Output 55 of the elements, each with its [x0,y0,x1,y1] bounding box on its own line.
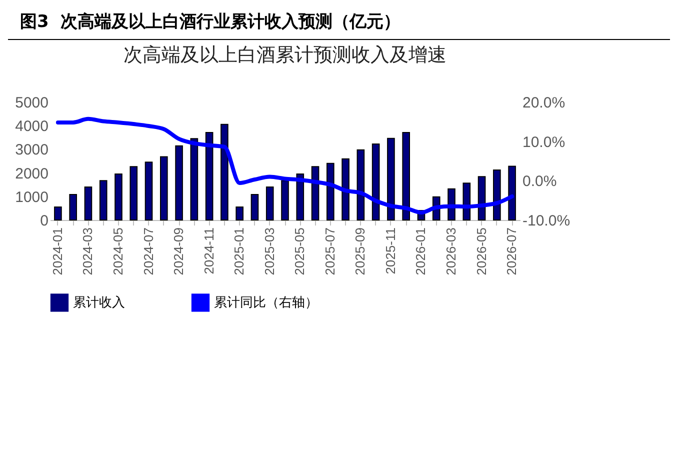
y-tick-label: 2000 [15,165,48,182]
x-tick-label: 2024-05 [110,228,126,276]
x-tick-label: 2026-03 [444,228,459,276]
x-tick-label: 2025-11 [382,228,398,274]
x-tick-label: 2026-05 [474,228,489,276]
bar [114,173,122,220]
x-tick-label: 2025-01 [232,228,247,276]
line-series [56,116,514,215]
bar [402,132,410,220]
y-tick-label: 0 [40,212,48,230]
bar [190,138,198,220]
bar [175,145,183,220]
bar [130,166,138,220]
y-tick-label: 5000 [15,94,48,112]
x-tick-label: 2025-05 [292,228,308,276]
y2-tick-label: -10.0% [522,212,570,230]
bar [236,206,244,220]
x-tick-label: 2025-07 [322,228,338,276]
bar [342,158,350,220]
bar [144,162,153,220]
bar [281,180,289,220]
bar [266,186,274,220]
x-tick-label: 2024-07 [140,228,156,276]
x-tick-label: 2024-09 [171,228,186,276]
y-tick-label: 3000 [15,142,48,159]
y-tick-label: 4000 [15,118,48,136]
bar [220,124,228,220]
bar [372,144,380,220]
chart-subtitle: 次高端及以上白酒累计预测收入及增速 [124,44,446,66]
x-tick-label: 2026-07 [504,228,520,276]
bar [205,132,214,220]
y2-tick-label: 10.0% [522,134,566,151]
legend-label: 累计同比（右轴） [214,296,318,311]
bar [99,180,108,220]
bar [54,206,62,220]
bar [250,194,259,220]
x-tick-label: 2026-01 [413,228,428,276]
x-tick-label: 2025-09 [352,228,368,276]
bar [84,186,92,220]
x-tick-label: 2024-11 [201,228,216,274]
y-tick-label: 1000 [15,188,48,206]
x-tick-label: 2024-01 [50,228,65,276]
x-tick-label: 2024-03 [80,228,96,276]
bar [493,169,501,220]
y2-tick-label: 0.0% [522,173,557,190]
bar [387,138,395,220]
bar [69,194,77,220]
x-tick-label: 2025-03 [262,228,277,276]
bar [326,162,334,220]
bar [160,156,168,220]
legend-label: 累计收入 [73,296,125,311]
chart-title: 图3 次高端及以上白酒行业累计收入预测（亿元） [8,0,670,40]
bar [508,166,516,220]
y2-tick-label: 20.0% [522,94,566,112]
bar [356,149,365,220]
